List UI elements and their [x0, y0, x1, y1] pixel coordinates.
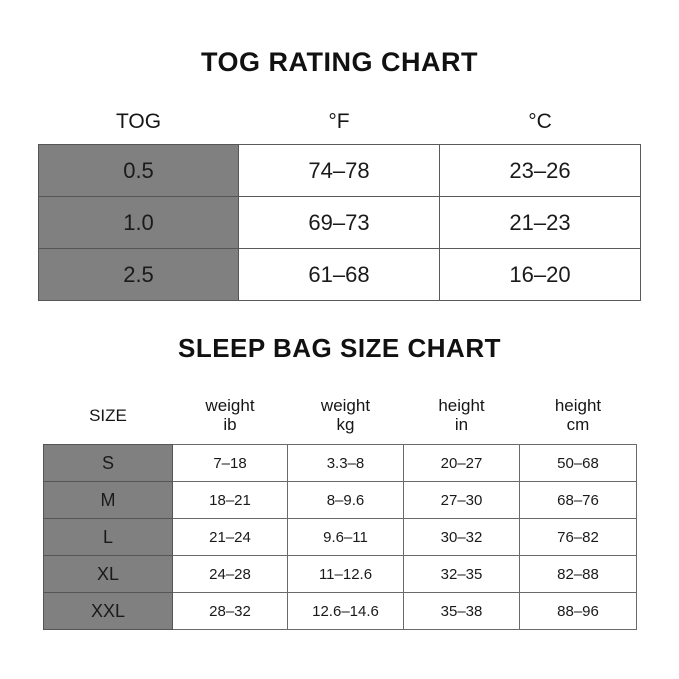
- size-weight-kg-cell: 8–9.6: [287, 481, 404, 519]
- tog-header-tog: TOG: [38, 100, 239, 145]
- tog-fahrenheit-cell: 69–73: [238, 196, 440, 249]
- tog-fahrenheit-cell: 74–78: [238, 144, 440, 197]
- size-header-weight-ib: weight ib: [172, 386, 288, 445]
- size-weight-kg-cell: 12.6–14.6: [287, 592, 404, 630]
- size-height-in-cell: 30–32: [403, 518, 520, 556]
- size-weight-ib-cell: 18–21: [172, 481, 288, 519]
- size-label-cell: XXL: [43, 592, 173, 630]
- size-label-cell: M: [43, 481, 173, 519]
- tog-celsius-cell: 23–26: [439, 144, 641, 197]
- table-row: 2.5 61–68 16–20: [38, 248, 641, 301]
- size-height-cm-cell: 88–96: [519, 592, 637, 630]
- size-label-cell: S: [43, 444, 173, 482]
- size-height-in-cell: 35–38: [403, 592, 520, 630]
- tog-value-cell: 1.0: [38, 196, 239, 249]
- size-height-cm-cell: 68–76: [519, 481, 637, 519]
- table-row: M 18–21 8–9.6 27–30 68–76: [43, 481, 637, 519]
- size-chart-title: SLEEP BAG SIZE CHART: [177, 333, 501, 363]
- size-table-header: SIZE weight ib weight kg height in: [43, 386, 637, 445]
- size-height-cm-cell: 82–88: [519, 555, 637, 593]
- size-height-in-cell: 27–30: [403, 481, 520, 519]
- size-weight-kg-cell: 9.6–11: [287, 518, 404, 556]
- size-header-height-in: height in: [403, 386, 520, 445]
- size-header-height-in-line1: height: [438, 396, 485, 415]
- table-row: 1.0 69–73 21–23: [38, 196, 641, 249]
- size-weight-ib-cell: 24–28: [172, 555, 288, 593]
- size-header-weight-ib-line1: weight: [205, 396, 255, 415]
- tog-table-body: 0.5 74–78 23–26 1.0 69–73 21–23 2.5 61–6…: [38, 144, 641, 301]
- size-header-height-in-line2: in: [454, 415, 469, 434]
- size-label-cell: L: [43, 518, 173, 556]
- size-header-size: SIZE: [43, 386, 173, 445]
- tog-celsius-cell: 21–23: [439, 196, 641, 249]
- size-header-weight-kg: weight kg: [287, 386, 404, 445]
- size-header-height-cm-line2: cm: [566, 415, 590, 434]
- tog-celsius-cell: 16–20: [439, 248, 641, 301]
- size-header-height-cm: height cm: [519, 386, 637, 445]
- table-row: XXL 28–32 12.6–14.6 35–38 88–96: [43, 592, 637, 630]
- tog-value-cell: 0.5: [38, 144, 239, 197]
- size-weight-ib-cell: 7–18: [172, 444, 288, 482]
- size-height-cm-cell: 50–68: [519, 444, 637, 482]
- tog-fahrenheit-cell: 61–68: [238, 248, 440, 301]
- tog-header-fahrenheit: °F: [238, 100, 440, 145]
- tog-header-row: TOG °F °C: [38, 100, 641, 145]
- tog-table-header: TOG °F °C: [38, 100, 641, 145]
- size-height-cm-cell: 76–82: [519, 518, 637, 556]
- size-table-body: S 7–18 3.3–8 20–27 50–68 M 18–21 8–9.6 2…: [43, 444, 637, 630]
- size-weight-kg-cell: 11–12.6: [287, 555, 404, 593]
- table-row: 0.5 74–78 23–26: [38, 144, 641, 197]
- size-weight-ib-cell: 21–24: [172, 518, 288, 556]
- tog-table-grid: TOG °F °C 0.5 74–78 23–26 1.0 69–73 21–2…: [38, 100, 641, 301]
- sleep-bag-size-table: SIZE weight ib weight kg height in: [43, 386, 637, 630]
- tog-header-celsius: °C: [439, 100, 641, 145]
- table-row: L 21–24 9.6–11 30–32 76–82: [43, 518, 637, 556]
- size-header-weight-ib-line2: ib: [223, 415, 237, 434]
- size-weight-kg-cell: 3.3–8: [287, 444, 404, 482]
- table-row: XL 24–28 11–12.6 32–35 82–88: [43, 555, 637, 593]
- size-header-weight-kg-line1: weight: [320, 396, 371, 415]
- tog-chart-title: TOG RATING CHART: [201, 47, 478, 77]
- size-header-weight-kg-line2: kg: [336, 415, 355, 434]
- size-header-size-line1: SIZE: [89, 405, 127, 425]
- size-height-in-cell: 20–27: [403, 444, 520, 482]
- tog-rating-table: TOG °F °C 0.5 74–78 23–26 1.0 69–73 21–2…: [38, 100, 641, 301]
- size-header-row: SIZE weight ib weight kg height in: [43, 386, 637, 445]
- size-weight-ib-cell: 28–32: [172, 592, 288, 630]
- size-height-in-cell: 32–35: [403, 555, 520, 593]
- table-row: S 7–18 3.3–8 20–27 50–68: [43, 444, 637, 482]
- tog-value-cell: 2.5: [38, 248, 239, 301]
- size-header-height-cm-line1: height: [554, 396, 602, 415]
- size-label-cell: XL: [43, 555, 173, 593]
- size-table-grid: SIZE weight ib weight kg height in: [43, 386, 637, 630]
